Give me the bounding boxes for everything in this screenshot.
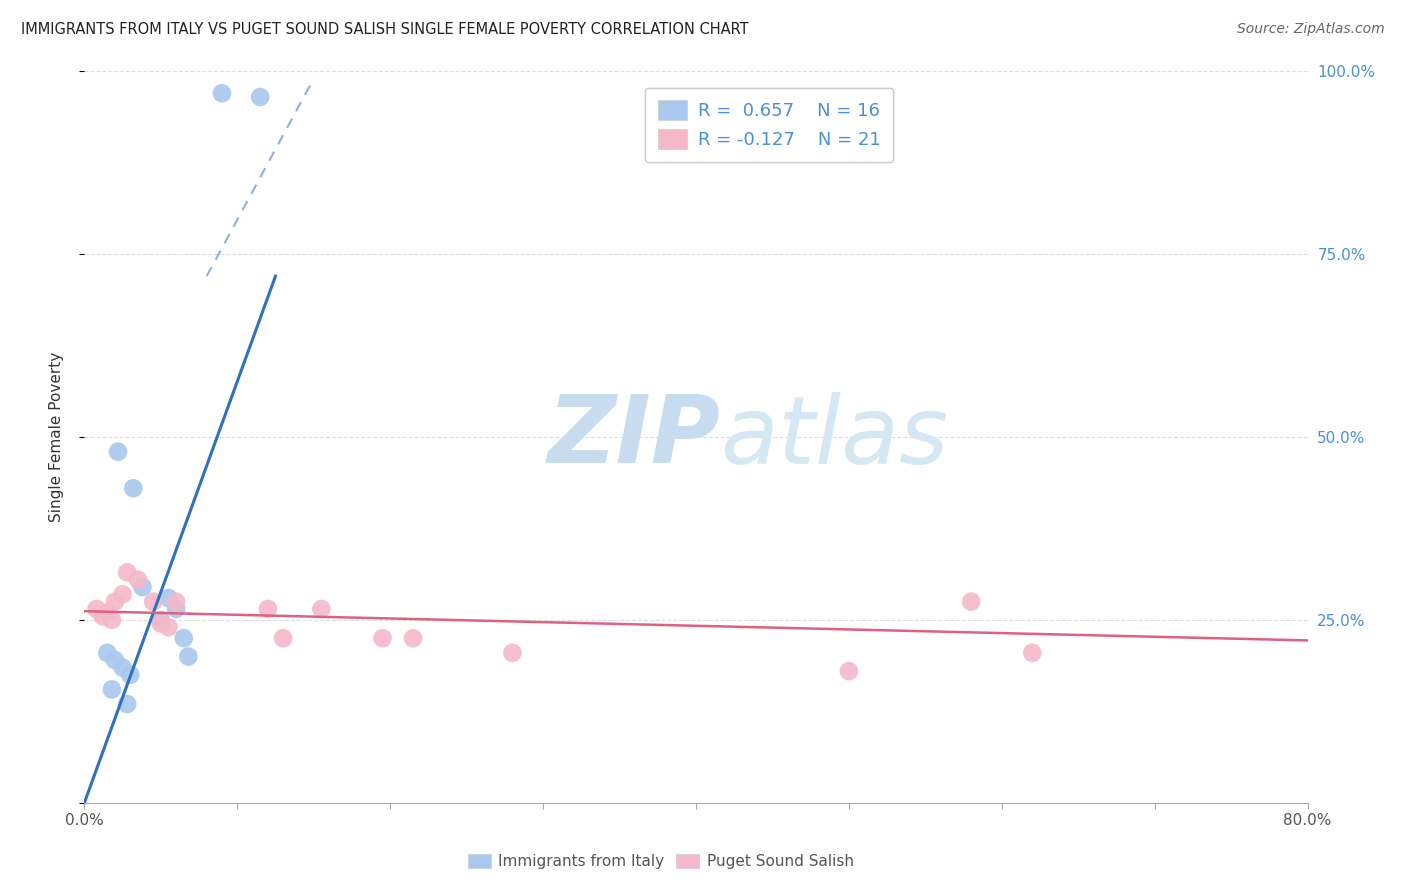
Point [122, 481, 145, 495]
Point [149, 613, 172, 627]
Point [127, 573, 149, 587]
Legend: R =  0.657    N = 16, R = -0.127    N = 21: R = 0.657 N = 16, R = -0.127 N = 21 [645, 87, 893, 161]
Point [165, 594, 187, 608]
Point [111, 587, 134, 601]
Point [157, 620, 180, 634]
Point [96, 606, 118, 620]
Point [86, 602, 108, 616]
Point [101, 682, 124, 697]
Point [101, 613, 124, 627]
Point [502, 646, 524, 660]
Point [960, 594, 983, 608]
Point [165, 602, 187, 616]
Point [131, 580, 153, 594]
Text: ZIP: ZIP [547, 391, 720, 483]
Text: IMMIGRANTS FROM ITALY VS PUGET SOUND SALISH SINGLE FEMALE POVERTY CORRELATION CH: IMMIGRANTS FROM ITALY VS PUGET SOUND SAL… [21, 22, 749, 37]
Point [371, 632, 394, 646]
Point [115, 566, 138, 580]
Point [115, 697, 138, 711]
Point [211, 87, 233, 101]
Point [257, 602, 280, 616]
Y-axis label: Single Female Poverty: Single Female Poverty [49, 352, 63, 522]
Point [249, 90, 271, 104]
Point [177, 649, 200, 664]
Point [104, 653, 127, 667]
Point [142, 594, 165, 608]
Point [838, 664, 860, 678]
Point [107, 444, 129, 458]
Point [96, 646, 118, 660]
Point [149, 616, 172, 631]
Text: Source: ZipAtlas.com: Source: ZipAtlas.com [1237, 22, 1385, 37]
Point [157, 591, 180, 605]
Point [311, 602, 333, 616]
Point [271, 632, 294, 646]
Point [104, 594, 127, 608]
Point [91, 609, 114, 624]
Point [120, 667, 142, 681]
Text: atlas: atlas [720, 392, 949, 483]
Point [402, 632, 425, 646]
Point [1021, 646, 1043, 660]
Legend: Immigrants from Italy, Puget Sound Salish: Immigrants from Italy, Puget Sound Salis… [461, 848, 860, 875]
Point [111, 660, 134, 674]
Point [173, 632, 195, 646]
